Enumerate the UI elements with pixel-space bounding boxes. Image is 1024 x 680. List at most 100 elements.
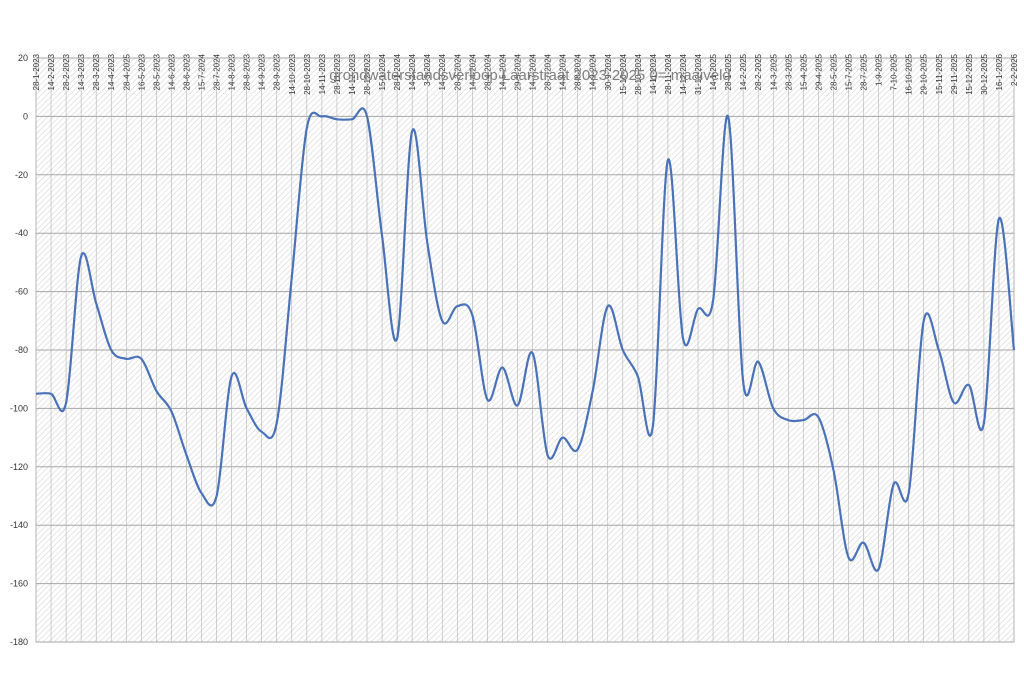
x-tick-label: 28-8-2023: [243, 53, 252, 90]
data-point: [155, 390, 157, 392]
data-point: [592, 390, 594, 392]
data-point: [95, 302, 97, 304]
data-point: [667, 159, 669, 161]
y-tick-label: 0: [23, 111, 28, 121]
x-tick-label: 28-11-2023: [333, 53, 342, 94]
data-point: [742, 381, 744, 383]
x-tick-label: 28-7-2024: [544, 53, 553, 90]
data-point: [907, 492, 909, 494]
data-point: [65, 401, 67, 403]
series-layer: [35, 107, 1016, 572]
x-tick-label: 28-10-2023: [303, 53, 312, 94]
data-point: [230, 375, 232, 377]
data-point: [953, 401, 955, 403]
data-point: [50, 393, 52, 395]
data-point: [110, 349, 112, 351]
x-tick-label: 3-3-2024: [423, 53, 432, 86]
y-tick-label: -100: [10, 403, 28, 413]
x-tick-label: 14-6-2023: [167, 53, 176, 90]
y-tick-label: -140: [10, 520, 28, 530]
y-tick-label: -180: [10, 637, 28, 647]
x-tick-label: 29-5-2024: [513, 53, 522, 90]
x-tick-label: 30-9-2024: [604, 53, 613, 90]
x-tick-label: 14-1-2025: [709, 53, 718, 90]
x-axis: 28-1-2023 14-2-2023 28-2-2023 14-3-2023 28-3…: [32, 53, 1019, 94]
x-tick-label: 28-1-2024: [393, 53, 402, 90]
x-tick-label: 15-11-2025: [935, 53, 944, 94]
data-point: [486, 398, 488, 400]
x-tick-label: 14-8-2023: [228, 53, 237, 90]
x-tick-label: 15-4-2025: [799, 53, 808, 90]
x-tick-label: 28-5-2025: [829, 53, 838, 90]
data-point: [125, 358, 127, 360]
data-point: [877, 568, 879, 570]
x-tick-label: 28-2-2023: [62, 53, 71, 90]
x-tick-label: 28-1-2025: [724, 53, 733, 90]
data-point: [892, 483, 894, 485]
x-tick-label: 28-2-2025: [754, 53, 763, 90]
data-point: [260, 431, 262, 433]
data-point: [983, 422, 985, 424]
data-point: [923, 320, 925, 322]
x-tick-label: 14-4-2023: [107, 53, 116, 90]
x-tick-label: 28-7-2025: [860, 53, 869, 90]
y-tick-label: 20: [18, 53, 28, 63]
data-point: [607, 305, 609, 307]
data-point: [847, 556, 849, 558]
x-tick-label: 28-12-2023: [363, 53, 372, 94]
data-point: [215, 495, 217, 497]
chart-title: grondwaterstandsverloop Laarstraat 2023-…: [329, 67, 731, 84]
x-tick-label: 16-1-2026: [995, 53, 1004, 90]
data-point: [276, 422, 278, 424]
data-point: [862, 542, 864, 544]
gridlines: [35, 57, 1015, 643]
x-tick-label: 28-3-2025: [784, 53, 793, 90]
y-tick-label: -160: [10, 579, 28, 589]
data-point: [757, 360, 759, 362]
x-tick-label: 14-2-2023: [47, 53, 56, 90]
x-tick-label: 15-10-2024: [619, 53, 628, 94]
x-tick-label: 14-9-2023: [258, 53, 267, 90]
x-tick-label: 28-3-2023: [92, 53, 101, 90]
data-point: [787, 419, 789, 421]
x-tick-label: 31-12-2024: [694, 53, 703, 94]
x-tick-label: 28-6-2023: [182, 53, 191, 90]
data-point: [411, 130, 413, 132]
x-tick-label: 7-10-2025: [890, 53, 899, 90]
data-point: [140, 358, 142, 360]
data-point: [772, 407, 774, 409]
x-tick-label: 14-10-2023: [288, 53, 297, 94]
x-tick-label: 28-8-2024: [574, 53, 583, 90]
x-tick-label: 14-2-2025: [739, 53, 748, 90]
data-point: [471, 314, 473, 316]
data-point: [712, 299, 714, 301]
data-point: [802, 419, 804, 421]
x-tick-label: 15-12-2025: [965, 53, 974, 94]
x-tick-label: 14-11-2023: [318, 53, 327, 94]
x-tick-label: 15-7-2025: [844, 53, 853, 90]
x-tick-label: 28-4-2025: [122, 53, 131, 90]
data-point: [682, 337, 684, 339]
x-tick-label: 14-12-2023: [348, 53, 357, 94]
x-tick-label: 14-4-2024: [468, 53, 477, 90]
data-point: [531, 352, 533, 354]
data-point: [546, 454, 548, 456]
data-point: [938, 349, 940, 351]
data-point: [35, 393, 37, 395]
data-point: [366, 115, 368, 117]
x-tick-label: 28-7-2024: [213, 53, 222, 90]
data-point: [1013, 349, 1015, 351]
y-tick-label: -120: [10, 462, 28, 472]
data-point: [291, 276, 293, 278]
x-tick-label: 15-1-2024: [378, 53, 387, 90]
data-point: [336, 118, 338, 120]
x-tick-label: 14-12-2024: [679, 53, 688, 94]
data-point: [381, 235, 383, 237]
data-point: [622, 349, 624, 351]
data-point: [80, 255, 82, 257]
y-tick-label: -40: [15, 228, 28, 238]
x-tick-label: 14-2-2024: [408, 53, 417, 90]
data-point: [396, 337, 398, 339]
data-point: [697, 308, 699, 310]
